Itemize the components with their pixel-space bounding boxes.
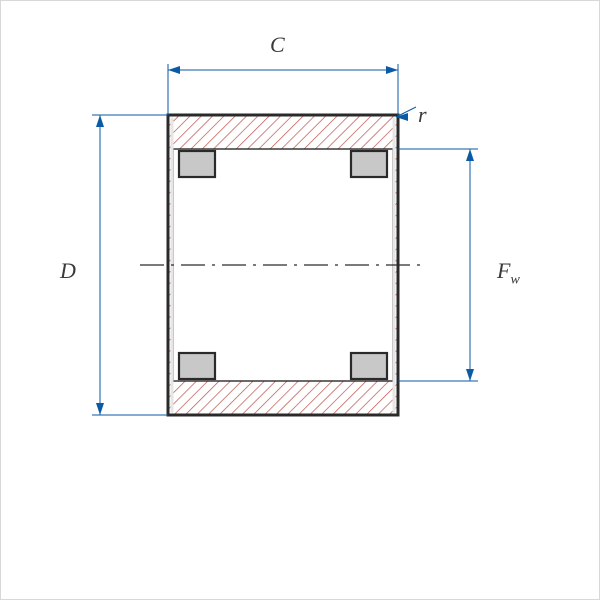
label-fw: Fw	[497, 258, 520, 288]
label-c: C	[270, 32, 285, 58]
drawing-canvas: D C r Fw	[0, 0, 600, 600]
diagram-svg	[0, 0, 600, 600]
label-r: r	[418, 102, 427, 128]
label-d: D	[60, 258, 76, 284]
